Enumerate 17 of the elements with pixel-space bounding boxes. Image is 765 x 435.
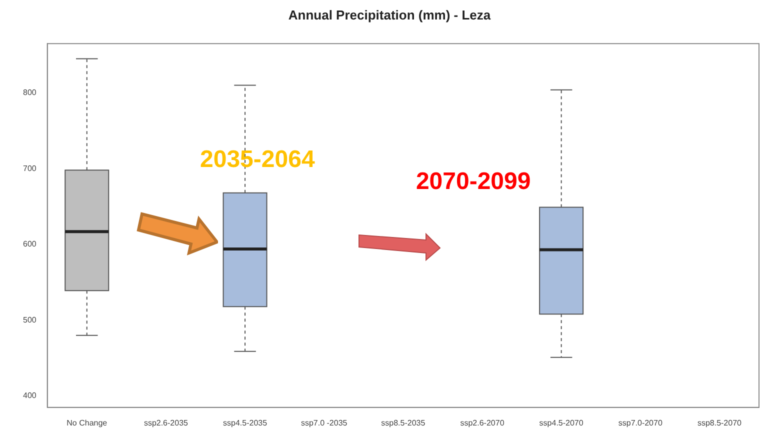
- x-tick-label: ssp2.6-2035: [144, 418, 189, 428]
- x-tick-label: No Change: [66, 418, 108, 428]
- y-tick-label: 600: [22, 240, 37, 249]
- chart-title: Annual Precipitation (mm) - Leza: [288, 7, 492, 22]
- y-tick-label: 400: [22, 391, 37, 400]
- x-tick-label: ssp4.5-2035: [223, 418, 268, 428]
- x-tick-label: ssp8.5-2035: [381, 418, 426, 428]
- y-tick-label: 800: [22, 88, 37, 98]
- x-tick-label: ssp4.5-2070: [539, 418, 584, 428]
- annotation: 2035-2064: [200, 146, 315, 174]
- y-tick-label: 700: [22, 164, 37, 173]
- annotation: 2070-2099: [416, 168, 531, 196]
- y-tick-label: 500: [22, 315, 37, 324]
- x-tick-label: ssp7.0 -2035: [300, 418, 348, 428]
- x-tick-label: ssp7.0-2070: [618, 418, 663, 428]
- x-tick-label: ssp8.5-2070: [697, 418, 742, 428]
- x-tick-label: ssp2.6-2070: [460, 418, 505, 428]
